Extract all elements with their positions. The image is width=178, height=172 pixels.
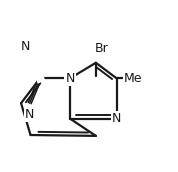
Text: Br: Br	[95, 42, 109, 55]
Text: Me: Me	[124, 72, 142, 85]
Text: N: N	[25, 108, 34, 121]
Text: N: N	[112, 112, 121, 125]
Text: N: N	[65, 72, 75, 85]
Text: N: N	[21, 40, 30, 53]
